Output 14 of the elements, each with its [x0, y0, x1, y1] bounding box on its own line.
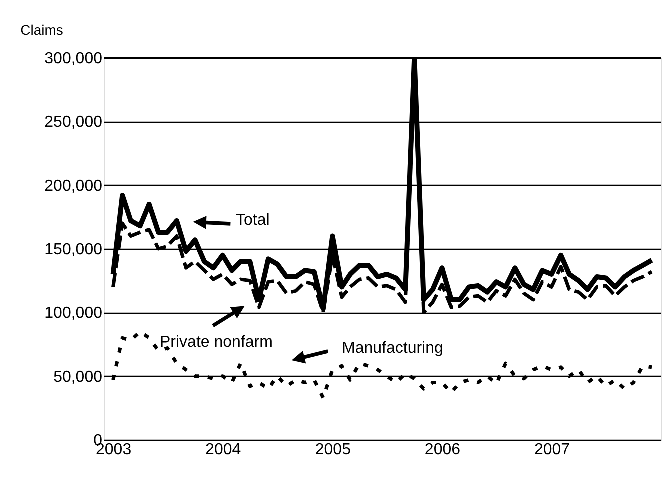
x-tick-label: 2007: [534, 442, 570, 458]
y-tick-label: 200,000: [44, 178, 103, 195]
y-tick-label: 150,000: [44, 242, 103, 258]
y-axis-title: Claims: [20, 22, 64, 38]
annotation: Private nonfarm: [160, 334, 273, 351]
y-tick-label: 100,000: [44, 305, 103, 322]
x-tick-label: 2005: [315, 442, 352, 458]
x-tick-label: 2004: [206, 442, 242, 458]
y-tick-label: 300,000: [44, 50, 103, 68]
x-tick-label: 2006: [424, 442, 461, 458]
annotation: Manufacturing: [342, 340, 444, 357]
annotation: Total: [236, 212, 270, 229]
y-tick-label: 250,000: [44, 114, 103, 132]
y-tick-label: 50,000: [54, 368, 103, 386]
